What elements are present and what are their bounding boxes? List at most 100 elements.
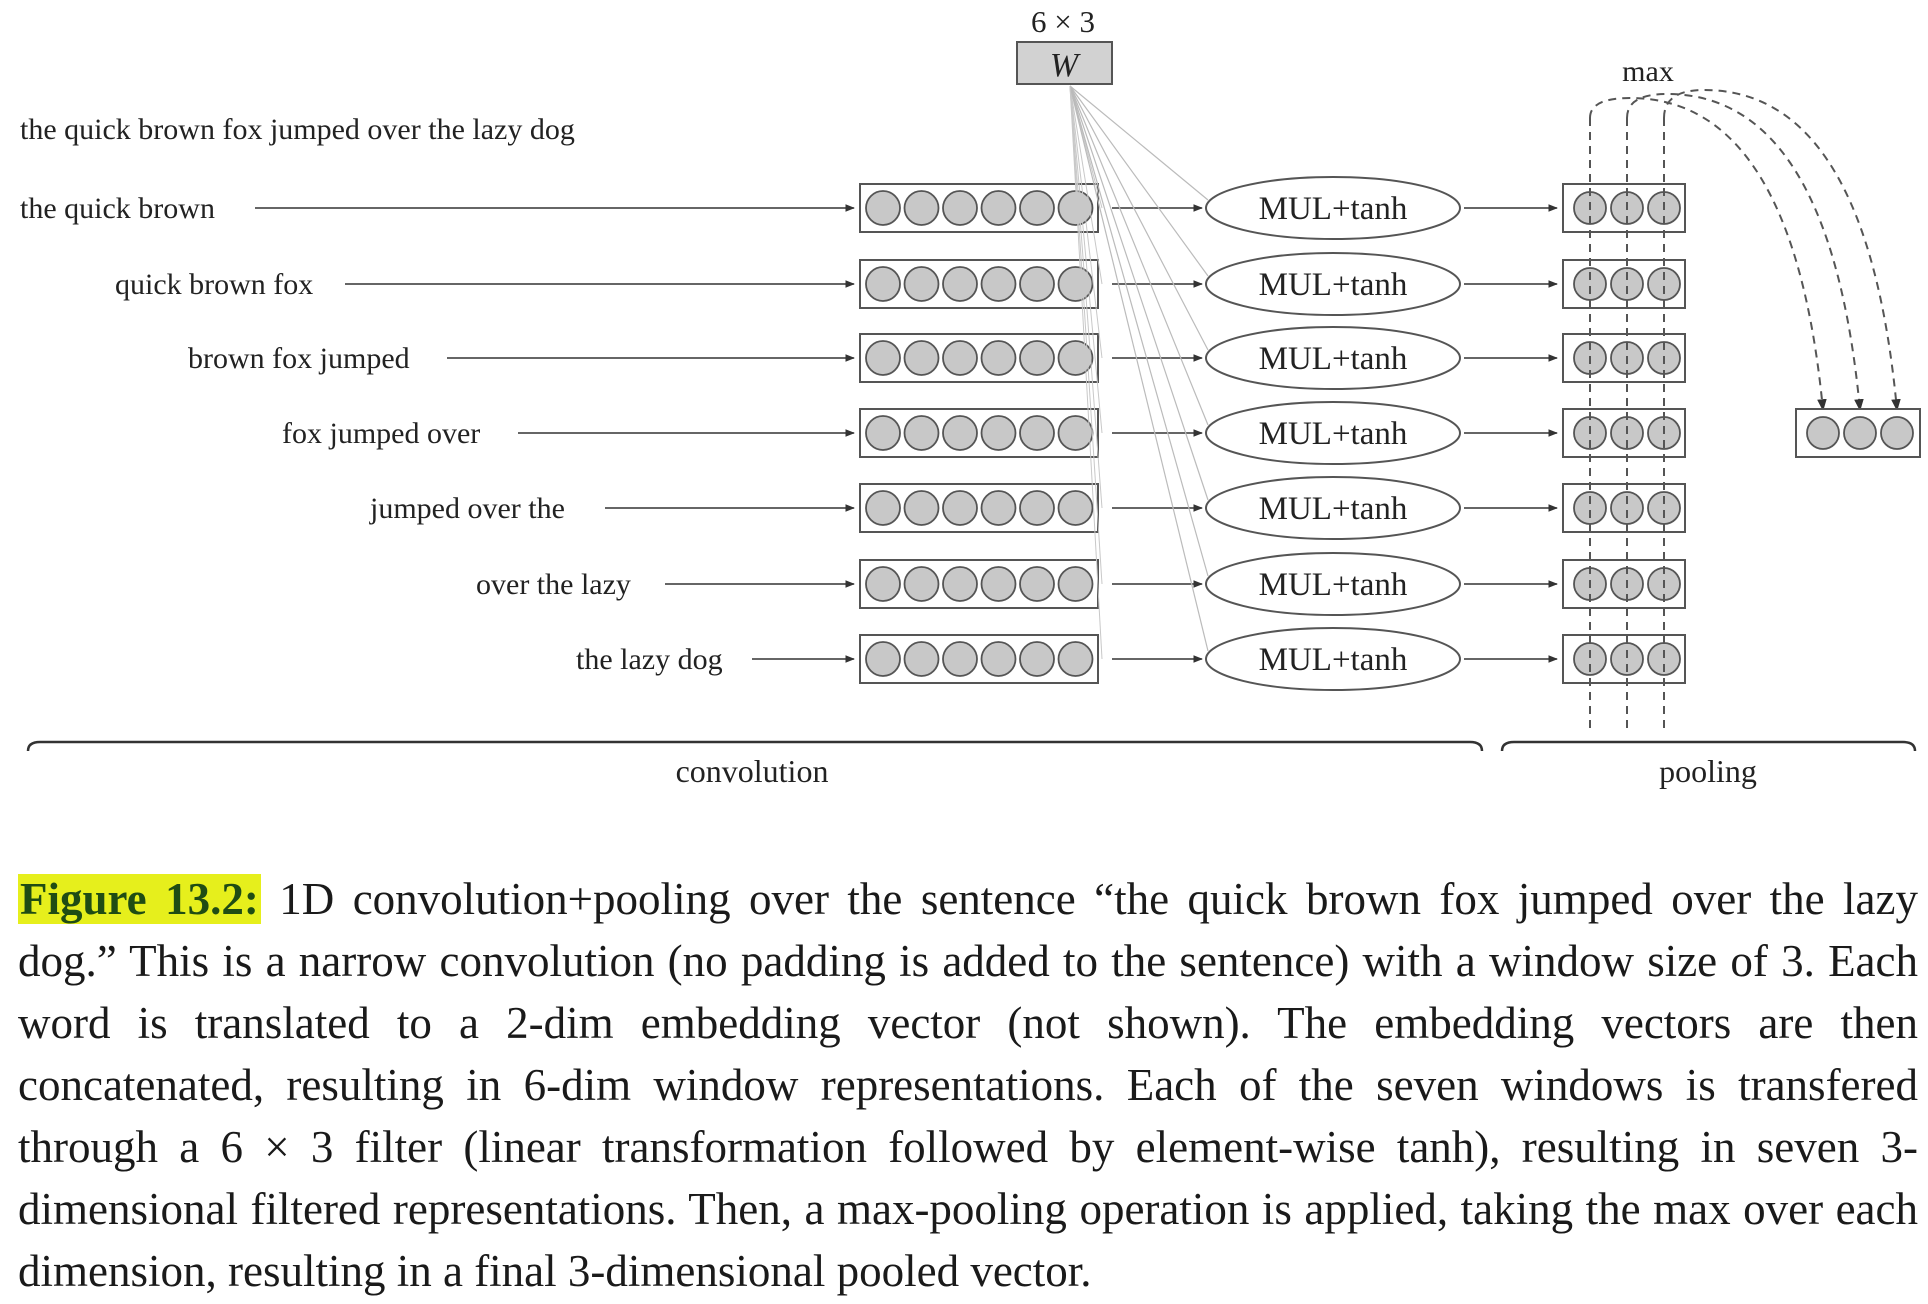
mul-tanh-node xyxy=(1205,326,1461,390)
window-label: the quick brown xyxy=(20,192,215,225)
window-vector-unit xyxy=(980,415,1017,451)
pooled-vector-unit xyxy=(1843,416,1877,450)
window-vector-unit xyxy=(942,190,978,226)
window-vector-unit xyxy=(903,266,940,302)
window-vector-unit xyxy=(865,490,901,526)
window-vector-unit xyxy=(903,340,940,376)
window-row: fox jumped over MUL+tanh xyxy=(282,401,1686,465)
filter-line xyxy=(1069,85,1209,652)
filter-line xyxy=(1069,85,1209,501)
window-vector-unit xyxy=(865,641,901,677)
window-vector-unit xyxy=(903,415,940,451)
filter-line xyxy=(1069,85,1209,277)
window-vector-unit xyxy=(942,490,978,526)
window-vector-unit xyxy=(865,566,901,602)
window-vector-unit xyxy=(865,340,901,376)
pool-arc xyxy=(1663,88,1901,412)
max-pool-connections xyxy=(1589,88,1901,728)
window-row: brown fox jumped MUL+tanh xyxy=(188,326,1686,390)
window-label: over the lazy xyxy=(476,568,631,601)
filter-line xyxy=(1069,85,1103,585)
mul-tanh-label: MUL+tanh xyxy=(1259,341,1408,377)
max-label: max xyxy=(1622,55,1674,88)
window-row: over the lazy MUL+tanh xyxy=(476,552,1686,616)
filter-dims-label: 6 × 3 xyxy=(1031,4,1095,39)
window-row: the quick brown MUL+tanh xyxy=(20,176,1686,240)
filter-line xyxy=(1069,85,1209,426)
filter-line xyxy=(1069,85,1209,577)
window-vector-unit xyxy=(903,641,940,677)
window-label: quick brown fox xyxy=(115,268,313,301)
convolution-label: convolution xyxy=(676,753,829,789)
window-vector-unit xyxy=(1019,490,1055,526)
filter-connections xyxy=(1069,85,1209,660)
window-vector-unit xyxy=(1019,266,1055,302)
window-vector-unit xyxy=(980,641,1017,677)
window-vector-unit xyxy=(903,190,940,226)
window-vector-unit xyxy=(903,566,940,602)
figure-caption: Figure 13.2: 1D convolution+pooling over… xyxy=(18,868,1918,1302)
convolution-pooling-diagram: 6 × 3 W the quick brown fox jumped over … xyxy=(20,4,1921,789)
pooled-vector xyxy=(1795,408,1921,458)
window-label: fox jumped over xyxy=(282,417,480,450)
window-vector-unit xyxy=(1057,566,1094,602)
window-label: the lazy dog xyxy=(576,643,723,676)
mul-tanh-node xyxy=(1205,476,1461,540)
window-vector-unit xyxy=(1019,190,1055,226)
window-row: the lazy dog MUL+tanh xyxy=(576,627,1686,691)
window-vector-unit xyxy=(980,340,1017,376)
window-vector-unit xyxy=(980,190,1017,226)
window-vector-unit xyxy=(865,266,901,302)
filter-box xyxy=(1016,41,1113,85)
window-vector-unit xyxy=(1057,415,1094,451)
window-vector-unit xyxy=(903,490,940,526)
pooling-label: pooling xyxy=(1659,753,1757,789)
window-vector-unit xyxy=(942,340,978,376)
pool-arc xyxy=(1589,96,1827,412)
window-label: jumped over the xyxy=(369,492,565,525)
pool-arc xyxy=(1626,92,1864,412)
filter-line xyxy=(1069,85,1103,359)
mul-tanh-label: MUL+tanh xyxy=(1259,267,1408,303)
window-vector-unit xyxy=(865,190,901,226)
filter-line xyxy=(1069,85,1209,201)
filter-line xyxy=(1069,85,1103,509)
window-vector-unit xyxy=(1057,641,1094,677)
mul-tanh-label: MUL+tanh xyxy=(1259,491,1408,527)
mul-tanh-label: MUL+tanh xyxy=(1259,416,1408,452)
window-vector-unit xyxy=(1057,340,1094,376)
mul-tanh-node xyxy=(1205,401,1461,465)
window-vector-unit xyxy=(942,641,978,677)
pooling-brace xyxy=(1500,740,1917,752)
window-vector-unit xyxy=(1019,566,1055,602)
window-vector-unit xyxy=(980,266,1017,302)
mul-tanh-label: MUL+tanh xyxy=(1259,567,1408,603)
window-vector-unit xyxy=(1019,415,1055,451)
mul-tanh-node xyxy=(1205,552,1461,616)
window-vector-unit xyxy=(942,566,978,602)
figure-label: Figure 13.2: xyxy=(18,874,261,924)
window-row: quick brown fox MUL+tanh xyxy=(115,252,1686,316)
pooled-vector-unit xyxy=(1880,416,1914,450)
window-vector-unit xyxy=(865,415,901,451)
mul-tanh-label: MUL+tanh xyxy=(1259,642,1408,678)
mul-tanh-node xyxy=(1205,176,1461,240)
window-row: jumped over the MUL+tanh xyxy=(369,476,1686,540)
mul-tanh-node xyxy=(1205,252,1461,316)
filter-label: W xyxy=(1050,47,1081,84)
window-vector-unit xyxy=(1019,340,1055,376)
sentence-label: the quick brown fox jumped over the lazy… xyxy=(20,113,575,146)
window-vector-unit xyxy=(942,415,978,451)
window-vector-unit xyxy=(942,266,978,302)
filter-line xyxy=(1069,85,1209,351)
window-vector-unit xyxy=(1057,490,1094,526)
pooled-vector-unit xyxy=(1806,416,1840,450)
caption-text: 1D convolution+pooling over the sentence… xyxy=(18,874,1918,1296)
window-vector-unit xyxy=(980,490,1017,526)
convolution-brace xyxy=(26,740,1484,752)
filter-line xyxy=(1069,85,1103,660)
mul-tanh-label: MUL+tanh xyxy=(1259,191,1408,227)
mul-tanh-node xyxy=(1205,627,1461,691)
window-vector-unit xyxy=(1019,641,1055,677)
window-vector-unit xyxy=(980,566,1017,602)
